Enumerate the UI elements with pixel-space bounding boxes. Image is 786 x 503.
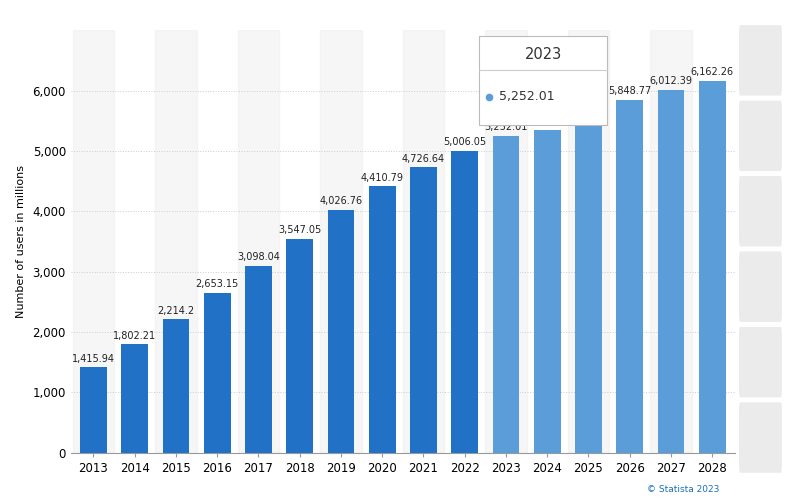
Y-axis label: Number of users in millions: Number of users in millions — [16, 165, 26, 318]
Text: 4,026.76: 4,026.76 — [319, 196, 362, 206]
Bar — [402, 30, 444, 453]
Bar — [616, 100, 643, 453]
Text: 5,848.77: 5,848.77 — [608, 87, 652, 97]
Text: 5,252.01: 5,252.01 — [498, 90, 554, 103]
Text: 2023: 2023 — [524, 47, 562, 62]
FancyBboxPatch shape — [739, 176, 782, 246]
Bar — [699, 81, 725, 453]
Text: © Statista 2023: © Statista 2023 — [647, 485, 719, 494]
Bar — [80, 367, 107, 453]
Text: 3,547.05: 3,547.05 — [278, 225, 321, 235]
Text: 9.14: 9.14 — [578, 109, 599, 119]
FancyBboxPatch shape — [739, 252, 782, 322]
Text: 3,098.04: 3,098.04 — [237, 253, 280, 263]
Bar — [567, 30, 609, 453]
FancyBboxPatch shape — [739, 402, 782, 473]
Text: 5,252.01: 5,252.01 — [484, 122, 527, 132]
Bar — [121, 344, 148, 453]
Bar — [451, 150, 478, 453]
Text: 6,012.39: 6,012.39 — [649, 76, 692, 87]
Bar — [204, 293, 230, 453]
Bar — [163, 319, 189, 453]
FancyBboxPatch shape — [739, 25, 782, 96]
Bar — [156, 30, 196, 453]
FancyBboxPatch shape — [739, 101, 782, 171]
FancyBboxPatch shape — [479, 36, 607, 125]
Bar — [369, 187, 395, 453]
Text: 4,410.79: 4,410.79 — [361, 173, 404, 183]
Bar — [485, 30, 527, 453]
Text: 5,006.05: 5,006.05 — [443, 137, 487, 147]
Bar — [658, 90, 685, 453]
Text: 2,653.15: 2,653.15 — [196, 279, 239, 289]
Bar — [321, 30, 362, 453]
Text: 1,802.21: 1,802.21 — [113, 330, 156, 341]
Text: 1,415.94: 1,415.94 — [72, 354, 115, 364]
Bar — [650, 30, 692, 453]
Bar — [493, 136, 520, 453]
Bar — [245, 266, 272, 453]
Bar — [328, 210, 354, 453]
Text: 2,214.2: 2,214.2 — [157, 306, 194, 316]
Bar — [410, 167, 437, 453]
Bar — [575, 123, 602, 453]
Bar — [238, 30, 279, 453]
Text: 4,726.64: 4,726.64 — [402, 154, 445, 164]
Bar — [286, 238, 313, 453]
Bar — [534, 130, 560, 453]
Text: 6,162.26: 6,162.26 — [691, 67, 734, 77]
FancyBboxPatch shape — [739, 327, 782, 397]
Bar — [73, 30, 114, 453]
